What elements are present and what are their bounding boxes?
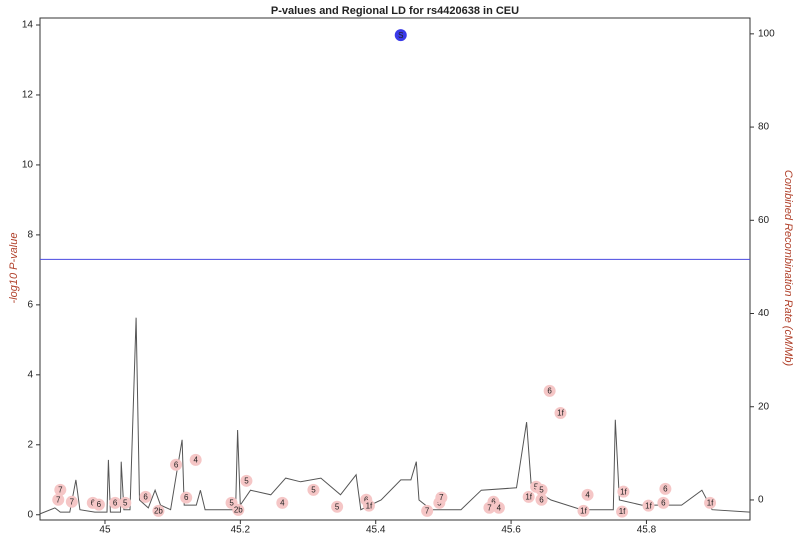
y2-tick-label: 60: [758, 215, 770, 226]
snp-label: 6: [97, 500, 102, 509]
y2-axis-label: Combined Recombination Rate (cM/Mb): [782, 170, 794, 367]
snp-point: [492, 501, 505, 514]
y2-tick-label: 80: [758, 122, 770, 133]
x-tick-label: 45.8: [637, 525, 657, 534]
snp-point: [54, 483, 67, 496]
snp-label: 7: [439, 493, 444, 502]
snp-label: 6: [143, 493, 148, 502]
snp-point: [362, 499, 375, 512]
y-tick-label: 6: [27, 299, 33, 310]
snp-label: 5: [123, 498, 128, 507]
y-tick-label: 10: [22, 160, 34, 171]
y-tick-label: 4: [27, 369, 33, 380]
snp-point: [522, 490, 535, 503]
snp-point: [170, 458, 183, 471]
y-tick-label: 12: [22, 90, 34, 101]
snp-point: [52, 493, 65, 506]
snp-label: 5: [244, 476, 249, 485]
snp-point: [152, 504, 165, 517]
snp-point: [65, 495, 78, 508]
snp-label: 6: [661, 498, 666, 507]
snp-point: [240, 474, 253, 487]
snp-label: 5: [229, 498, 234, 507]
snp-point: [483, 501, 496, 514]
x-tick-label: 45: [99, 525, 111, 534]
snp-label: 7: [425, 507, 430, 516]
snp-label: 5: [335, 502, 340, 511]
y-tick-label: 8: [27, 230, 33, 241]
y-axis-label: -log10 P-value: [8, 233, 20, 304]
snp-label: 4: [193, 455, 198, 464]
snp-label: 6: [364, 495, 369, 504]
snp-label: 1f: [525, 493, 532, 502]
snp-label: 6: [113, 498, 118, 507]
y2-tick-label: 40: [758, 308, 770, 319]
snp-label: 1f: [620, 487, 627, 496]
snp-point: [180, 491, 193, 504]
snp-point: [307, 483, 320, 496]
snp-label: 1f: [645, 501, 652, 510]
snp-label: 6: [663, 484, 668, 493]
snp-label: 4: [585, 490, 590, 499]
snp-label: 6: [91, 498, 96, 507]
y2-tick-label: 20: [758, 401, 770, 412]
snp-label: 6: [547, 387, 552, 396]
snp-label: 5: [539, 486, 544, 495]
snp-label: 6: [539, 495, 544, 504]
snp-point: [421, 504, 434, 517]
snp-point: [577, 504, 590, 517]
snp-label: S: [398, 31, 403, 40]
snp-label: 6: [184, 493, 189, 502]
chart-title: P-values and Regional LD for rs4420638 i…: [271, 5, 519, 17]
snp-point: [581, 488, 594, 501]
y-tick-label: 2: [27, 439, 33, 450]
snp-point: [189, 453, 202, 466]
snp-point: [657, 496, 670, 509]
snp-point: [617, 485, 630, 498]
snp-point: [535, 483, 548, 496]
snp-point: [394, 29, 407, 42]
snp-point: [92, 498, 105, 511]
snp-label: 1f: [619, 507, 626, 516]
snp-label: 1f: [557, 409, 564, 418]
snp-label: 7: [58, 486, 63, 495]
snp-point: [642, 499, 655, 512]
snp-point: [543, 384, 556, 397]
x-tick-label: 45.4: [366, 525, 386, 534]
snp-label: 1f: [366, 501, 373, 510]
snp-point: [704, 496, 717, 509]
plot-frame: [39, 17, 751, 521]
snp-point: [659, 482, 672, 495]
snp-point: [554, 406, 567, 419]
snp-label: 7: [56, 495, 61, 504]
snp-label: 6: [491, 497, 496, 506]
y-tick-label: 0: [27, 509, 33, 520]
snp-label: 1f: [580, 507, 587, 516]
snp-label: 1f: [707, 498, 714, 507]
snp-point: [535, 493, 548, 506]
snp-label: 7: [70, 497, 75, 506]
snp-label: 4: [280, 498, 285, 507]
y2-tick-label: 100: [758, 28, 775, 39]
snp-point: [119, 496, 132, 509]
snp-point: [109, 496, 122, 509]
x-tick-label: 45.2: [231, 525, 251, 534]
snp-label: 7: [487, 503, 492, 512]
snp-label: 2b: [154, 507, 163, 516]
y-tick-label: 14: [22, 20, 34, 31]
snp-point: [276, 496, 289, 509]
x-tick-label: 45.6: [501, 525, 521, 534]
snp-point: [232, 503, 245, 516]
snp-point: [435, 491, 448, 504]
y2-tick-label: 0: [758, 495, 764, 506]
snp-point: [331, 500, 344, 513]
snp-label: 4: [497, 503, 502, 512]
snp-label: 5: [311, 486, 316, 495]
snp-label: 6: [174, 460, 179, 469]
snp-label: 2b: [234, 505, 243, 514]
recombination-line: [39, 317, 751, 515]
snp-point: [616, 505, 629, 518]
snp-point: [139, 490, 152, 503]
